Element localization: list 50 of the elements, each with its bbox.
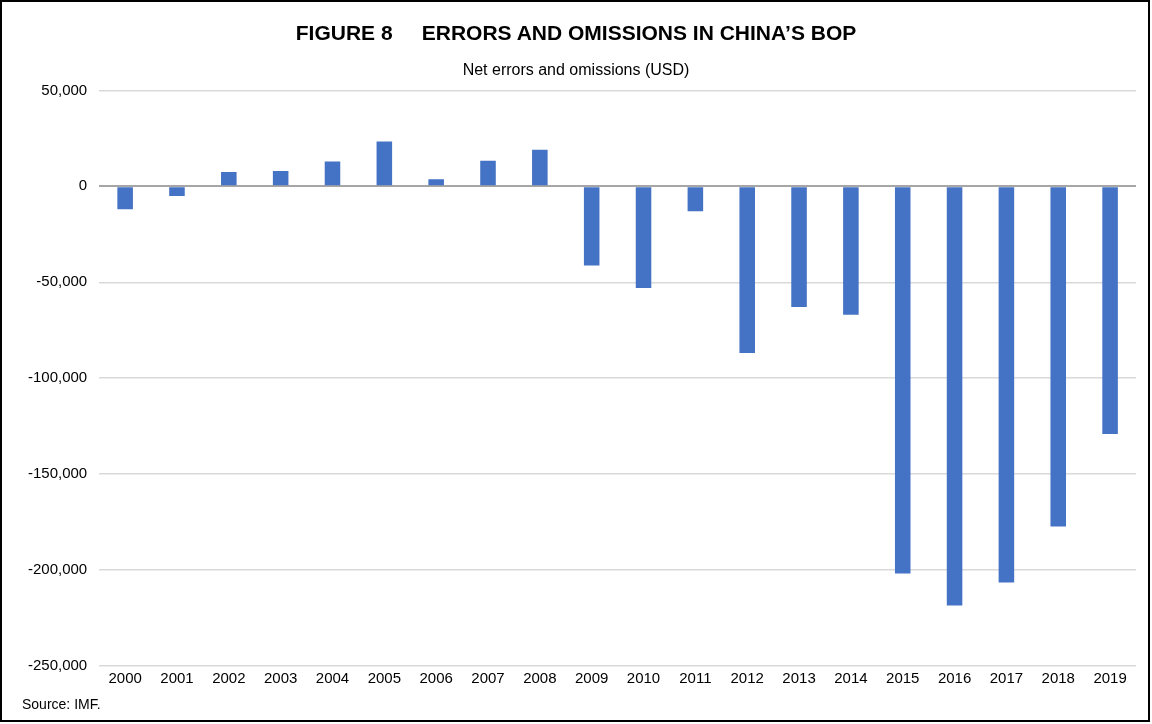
x-tick-label: 2010 — [626, 669, 661, 687]
bar — [1050, 187, 1067, 527]
x-tick-label: 2002 — [212, 669, 246, 687]
x-tick-label: 2016 — [937, 669, 972, 687]
bar — [376, 141, 393, 186]
bar — [946, 187, 963, 606]
bar — [635, 187, 652, 289]
bar — [998, 187, 1015, 583]
bar — [324, 161, 341, 186]
bar — [894, 187, 911, 574]
bar — [480, 160, 496, 186]
x-tick-label: 2000 — [108, 669, 142, 687]
y-tick-label: -50,000 — [36, 272, 88, 290]
y-tick-label: -250,000 — [28, 656, 88, 674]
x-tick-label: 2008 — [523, 669, 557, 687]
x-tick-label: 2012 — [730, 669, 764, 687]
y-tick-label: 50,000 — [41, 80, 88, 98]
y-tick-label: -200,000 — [28, 560, 88, 578]
bar — [1102, 187, 1118, 435]
x-tick-label: 2009 — [575, 669, 609, 687]
bar — [272, 170, 289, 186]
y-tick-label: -100,000 — [28, 368, 88, 386]
bar — [687, 187, 704, 212]
chart-title: FIGURE 8 ERRORS AND OMISSIONS IN CHINA’S BOP — [295, 21, 857, 45]
bar — [739, 187, 755, 354]
x-tick-label: 2015 — [886, 669, 920, 687]
bar — [583, 187, 600, 266]
x-tick-label: 2019 — [1093, 669, 1127, 687]
bar — [532, 149, 548, 186]
x-tick-label: 2006 — [419, 669, 453, 687]
x-tick-label: 2018 — [1041, 669, 1075, 687]
bar — [117, 187, 133, 210]
x-tick-label: 2003 — [263, 669, 298, 687]
chart-subtitle: Net errors and omissions (USD) — [462, 61, 690, 79]
bar — [169, 187, 185, 196]
x-tick-label: 2005 — [367, 669, 402, 687]
bar — [221, 171, 237, 186]
bar — [428, 179, 444, 186]
bar — [843, 187, 859, 315]
x-tick-label: 2013 — [782, 669, 816, 687]
x-tick-label: 2001 — [160, 669, 194, 687]
x-tick-label: 2014 — [834, 669, 868, 687]
x-tick-label: 2004 — [315, 669, 350, 687]
y-tick-label: 0 — [78, 176, 88, 194]
y-tick-label: -150,000 — [28, 464, 88, 482]
x-tick-label: 2017 — [989, 669, 1024, 687]
bar — [791, 187, 807, 308]
x-tick-label: 2007 — [471, 669, 505, 687]
x-tick-label: 2011 — [679, 669, 712, 687]
source-note: Source: IMF. — [22, 695, 101, 712]
